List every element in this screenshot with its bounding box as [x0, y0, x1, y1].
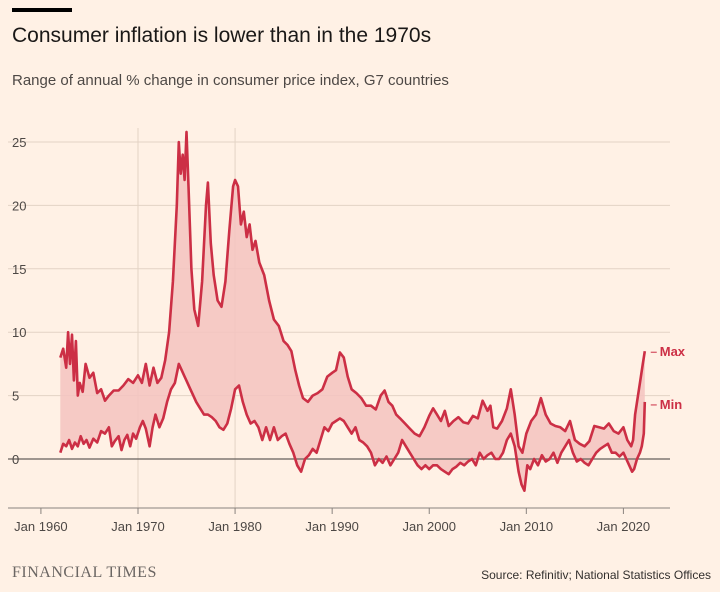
x-tick-label: Jan 1980 — [208, 519, 262, 534]
y-tick-label: 20 — [12, 198, 26, 213]
source-note: Source: Refinitiv; National Statistics O… — [481, 568, 711, 582]
x-tick-label: Jan 1990 — [305, 519, 359, 534]
ft-logo: FINANCIAL TIMES — [12, 564, 157, 581]
series-labels: Max Min — [650, 344, 686, 412]
series-label-max: Max — [660, 344, 686, 359]
x-tick-label: Jan 2010 — [500, 519, 554, 534]
y-axis-ticks: 0 5 10 15 20 25 — [12, 135, 26, 467]
chart-subtitle: Range of annual % change in consumer pri… — [12, 72, 449, 89]
x-tick-label: Jan 1960 — [14, 519, 68, 534]
x-tick-label: Jan 2000 — [402, 519, 456, 534]
series-line-max — [59, 130, 647, 454]
y-tick-label: 25 — [12, 135, 26, 150]
chart-title: Consumer inflation is lower than in the … — [12, 24, 432, 47]
grid-layer — [8, 128, 670, 508]
brand-top-bar — [12, 8, 72, 12]
x-tick-label: Jan 2020 — [597, 519, 651, 534]
y-tick-label: 15 — [12, 262, 26, 277]
series-label-min: Min — [660, 397, 682, 412]
y-tick-label: 5 — [12, 389, 19, 404]
x-axis-ticks: Jan 1960 Jan 1970 Jan 1980 Jan 1990 Jan 2000… — [8, 507, 670, 534]
x-tick-label: Jan 1970 — [111, 519, 165, 534]
y-tick-label: 0 — [12, 452, 19, 467]
y-tick-label: 10 — [12, 325, 26, 340]
series-line-min — [59, 362, 647, 492]
